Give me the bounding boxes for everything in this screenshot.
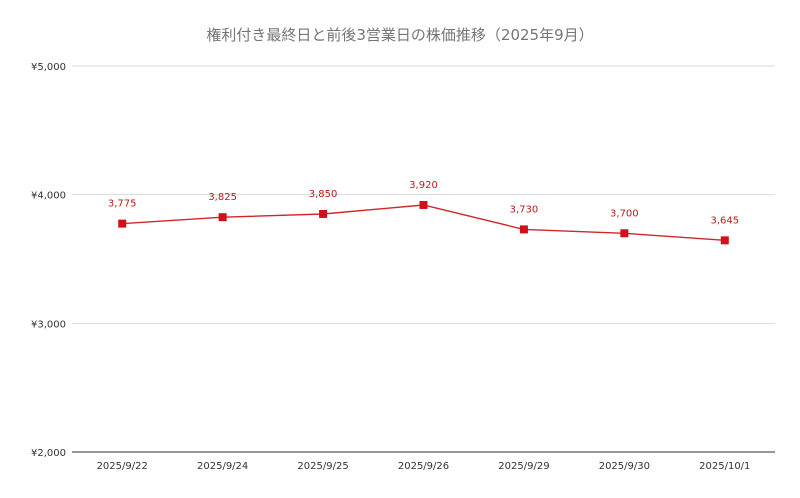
x-tick-label: 2025/9/25	[297, 461, 348, 472]
y-tick-label: ¥3,000	[31, 319, 66, 330]
y-tick-label: ¥2,000	[31, 448, 66, 459]
data-label: 3,730	[510, 204, 539, 215]
data-point-marker	[419, 200, 428, 209]
data-label: 3,645	[710, 215, 739, 226]
x-tick-label: 2025/10/1	[699, 461, 750, 472]
chart-title: 権利付き最終日と前後3営業日の株価推移（2025年9月）	[206, 26, 593, 44]
data-point-marker	[720, 236, 729, 245]
data-point-marker	[319, 209, 328, 218]
y-tick-label: ¥5,000	[31, 62, 66, 73]
x-tick-label: 2025/9/22	[97, 461, 148, 472]
data-label: 3,775	[108, 199, 137, 210]
data-labels: 3,775 3,825 3,850 3,920 3,730 3,700 3,645	[108, 180, 739, 226]
x-tick-label: 2025/9/24	[197, 461, 248, 472]
data-label: 3,825	[208, 192, 237, 203]
data-label: 3,850	[309, 189, 338, 200]
y-tick-label: ¥4,000	[31, 191, 66, 202]
data-point-marker	[218, 213, 227, 222]
data-label: 3,700	[610, 208, 639, 219]
data-point-marker	[620, 229, 629, 238]
x-tick-label: 2025/9/30	[599, 461, 650, 472]
data-point-marker	[118, 219, 127, 228]
x-axis-ticks: 2025/9/22 2025/9/24 2025/9/25 2025/9/26 2025…	[97, 461, 751, 472]
data-point-marker	[519, 225, 528, 234]
data-label: 3,920	[409, 180, 438, 191]
gridlines	[72, 65, 775, 453]
x-tick-label: 2025/9/26	[398, 461, 449, 472]
y-axis-ticks: ¥2,000 ¥3,000 ¥4,000 ¥5,000	[31, 62, 66, 459]
x-tick-label: 2025/9/29	[498, 461, 549, 472]
series-group	[118, 200, 729, 245]
